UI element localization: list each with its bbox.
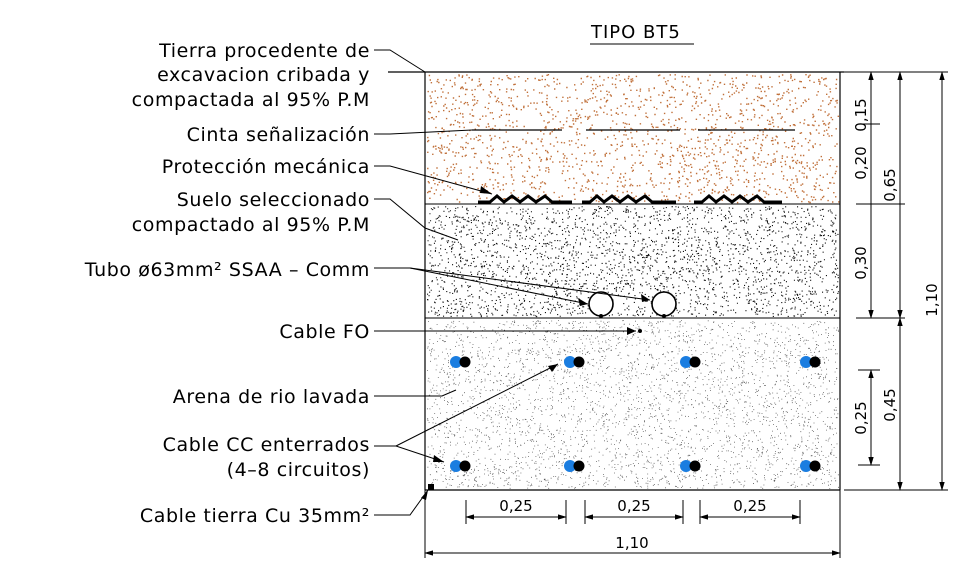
dim-015: 0,15: [852, 98, 870, 131]
earth-cable: [428, 484, 434, 490]
tube-comm-base: [662, 314, 666, 318]
river-sand-layer: [427, 320, 839, 489]
vertical-dimensions: [844, 71, 948, 491]
cable-cc-conductor: [689, 460, 701, 472]
dim-030: 0,30: [852, 246, 870, 279]
cable-cc-conductor: [689, 356, 701, 368]
leader-lines: [374, 49, 651, 516]
cable-cc-conductor: [809, 356, 821, 368]
dim-025-vertical: 0,25: [852, 401, 870, 434]
mechanical-protection: [478, 194, 782, 204]
dim-110-horizontal: 1,10: [615, 534, 648, 552]
fo-cable: [638, 329, 642, 333]
cable-cc-conductor: [809, 460, 821, 472]
label-tierra-cu: Cable tierra Cu 35mm²: [140, 505, 370, 527]
dim-020: 0,20: [852, 146, 870, 179]
label-arena: Arena de rio lavada: [173, 386, 370, 408]
label-proteccion: Protección mecánica: [162, 156, 370, 178]
horizontal-dimensions: [424, 490, 841, 558]
topsoil-layer: [427, 74, 840, 204]
cable-cc-conductor: [573, 460, 585, 472]
cable-cc-conductor: [564, 356, 576, 368]
cc-cables: [450, 356, 821, 472]
tube-comm: [651, 291, 677, 317]
tube-ssaa: [588, 291, 614, 317]
cable-cc-conductor: [573, 356, 585, 368]
cable-cc-conductor: [800, 356, 812, 368]
label-cinta: Cinta señalización: [187, 124, 370, 146]
dim-025-c: 0,25: [733, 497, 766, 515]
cable-cc-conductor: [459, 460, 471, 472]
label-cc-1: Cable CC enterrados: [163, 434, 370, 456]
dim-065: 0,65: [881, 168, 899, 201]
tube-ssaa-base: [599, 314, 603, 318]
selected-soil-layer: [427, 206, 839, 318]
dim-045: 0,45: [881, 388, 899, 421]
cable-cc-conductor: [680, 460, 692, 472]
cable-cc-conductor: [450, 356, 462, 368]
leader-arrows: [421, 186, 650, 500]
label-fo: Cable FO: [279, 321, 370, 343]
cable-cc-conductor: [680, 356, 692, 368]
drawing-title: TIPO BT5: [590, 22, 681, 43]
cable-cc-conductor: [564, 460, 576, 472]
label-suelo-1: Suelo seleccionado: [177, 189, 370, 211]
dim-110-vertical: 1,10: [923, 283, 941, 316]
label-suelo-2: compactado al 95% P.M: [132, 214, 370, 236]
dim-025-a: 0,25: [499, 497, 532, 515]
label-cc-2: (4–8 circuitos): [227, 459, 370, 481]
cable-cc-conductor: [459, 356, 471, 368]
cable-cc-conductor: [800, 460, 812, 472]
label-tubo: Tubo ø63mm² SSAA – Comm: [84, 259, 370, 281]
dim-025-b: 0,25: [617, 497, 650, 515]
label-tierra-3: compactada al 95% P.M: [132, 89, 370, 111]
label-tierra-1: Tierra procedente de: [158, 40, 370, 62]
cable-cc-conductor: [450, 460, 462, 472]
label-tierra-2: excavacion cribada y: [157, 64, 370, 86]
